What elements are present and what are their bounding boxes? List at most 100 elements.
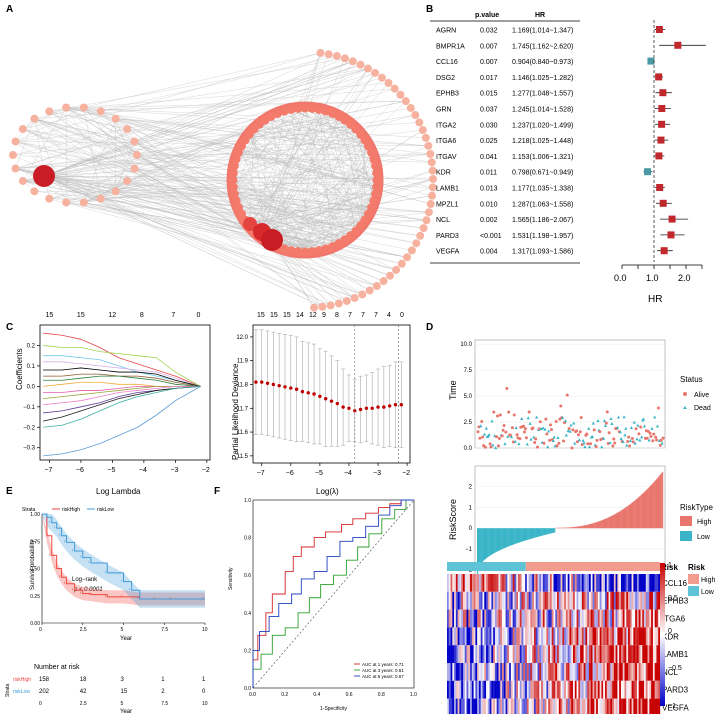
heatmap-cell	[571, 574, 574, 592]
network-edge	[66, 107, 433, 196]
heatmap-cell	[578, 645, 581, 663]
dead-point	[490, 419, 494, 423]
y-tick-label: 0.2	[27, 343, 36, 349]
heatmap-cell	[578, 680, 581, 699]
riskscore-bar	[636, 498, 639, 529]
heatmap-cell	[473, 574, 476, 592]
heatmap-cell	[461, 574, 464, 592]
heatmap-cell	[612, 663, 615, 681]
heatmap-cell	[468, 645, 471, 663]
heatmap-cell	[553, 609, 556, 628]
heatmap-cell	[509, 609, 512, 628]
pvalue-cell: 0.007	[480, 43, 498, 50]
heatmap-cell	[457, 591, 460, 610]
dead-point	[577, 438, 581, 442]
heatmap-cell	[592, 574, 595, 592]
heatmap-cell	[587, 591, 590, 610]
hr-cell: 0.798(0.671~0.949)	[512, 170, 573, 177]
heatmap-cell	[487, 627, 490, 646]
riskscore-bar	[594, 522, 596, 529]
heatmap-cell	[549, 680, 552, 699]
heatmap-cell	[526, 663, 529, 681]
alive-point	[654, 435, 658, 439]
heatmap-cell	[615, 574, 618, 592]
x-tick-label: 0.4	[313, 692, 320, 698]
gene-name: PARD3	[436, 233, 459, 240]
legend-marker-dead	[683, 406, 687, 409]
riskscore-bar	[650, 484, 653, 529]
kaplan-meier-plot: Survival probability Year Strata Log−ran…	[5, 507, 208, 714]
heatmap-cell	[473, 698, 476, 714]
x-tick-label: −5	[107, 467, 115, 474]
heatmap-cell	[500, 609, 503, 628]
heatmap-cell	[548, 645, 551, 663]
network-node	[416, 231, 425, 240]
riskscore-bar	[500, 528, 502, 550]
riskscore-bar	[499, 528, 501, 551]
alive-point	[480, 419, 484, 423]
heatmap-cell	[512, 698, 515, 714]
x-tick-label: −3	[373, 470, 381, 477]
heatmap-cell	[620, 609, 623, 628]
heatmap-cell	[512, 663, 515, 681]
hr-cell: 1.277(1.048~1.557)	[512, 91, 573, 98]
network-edge	[49, 128, 128, 199]
heatmap-cell	[565, 609, 568, 628]
heatmap-cell	[514, 645, 517, 663]
heatmap-cell	[562, 591, 565, 610]
riskscore-bar	[601, 520, 603, 529]
alive-point	[628, 444, 632, 448]
coef-path	[43, 386, 201, 457]
pvalue-cell: 0.037	[480, 107, 498, 114]
heatmap-cell	[649, 645, 652, 663]
network-node	[307, 247, 317, 257]
risk-table-x-tick: 2.5	[80, 701, 87, 707]
heatmap-cell	[617, 627, 620, 646]
network-edge	[269, 68, 369, 239]
riskscore-bar	[654, 480, 656, 529]
alive-point	[659, 438, 663, 442]
cv-point	[312, 392, 316, 396]
heatmap-cell	[617, 574, 620, 592]
heatmap-cell	[523, 663, 526, 681]
panel-label-e: E	[6, 486, 13, 497]
heatmap-cell	[526, 627, 529, 646]
heatmap-cell	[477, 574, 480, 592]
heatmap-cell	[601, 645, 604, 663]
riskscore-bar	[525, 528, 527, 541]
plot-frame	[252, 499, 415, 689]
heatmap-cell	[544, 591, 547, 610]
alive-point	[515, 433, 519, 437]
heatmap-cell	[535, 591, 538, 610]
dead-point	[561, 415, 565, 419]
dead-point	[591, 421, 595, 425]
dead-point	[609, 416, 613, 420]
roc-legend-label: AUC at 1 years: 0.71	[362, 662, 404, 667]
heatmap-cell	[482, 574, 485, 592]
dead-point	[642, 424, 647, 428]
panel-label-a: A	[6, 4, 13, 15]
heatmap-cell	[546, 609, 549, 628]
network-edge	[238, 207, 339, 244]
heatmap-cell	[606, 591, 609, 610]
heatmap-cell	[480, 698, 483, 714]
riskscore-bar	[543, 528, 545, 536]
heatmap-cell	[535, 645, 538, 663]
heatmap-cell	[599, 591, 602, 610]
heatmap-cell	[576, 591, 579, 610]
heatmap-cell	[475, 627, 478, 646]
heatmap-cell	[486, 574, 489, 592]
network-node	[386, 271, 395, 280]
network-edge	[269, 237, 397, 271]
network-edge	[34, 118, 372, 208]
heatmap-cell	[519, 680, 522, 699]
heatmap-cell	[450, 680, 453, 699]
heatmap-cell	[633, 627, 636, 646]
network-edge	[249, 145, 429, 225]
network-edge	[12, 128, 128, 156]
heatmap-row-label: PARD3	[662, 686, 689, 695]
heatmap-cell	[473, 680, 476, 699]
forest-plot: p.value HR HR AGRN 0.032 1.169(1.014~1.347…	[430, 12, 706, 305]
heatmap-cell	[620, 591, 623, 610]
